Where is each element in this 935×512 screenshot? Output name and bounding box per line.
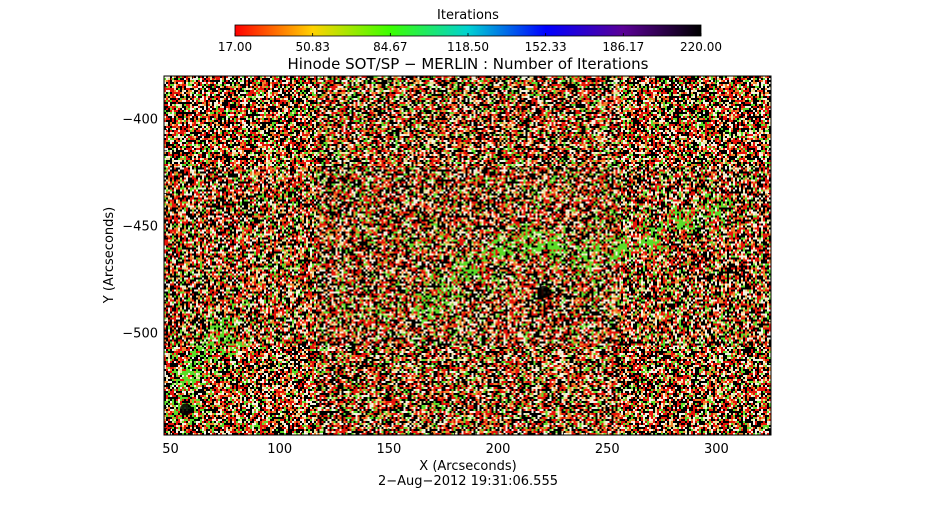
y-tick-label: −450	[122, 220, 158, 235]
heatmap-features	[179, 285, 550, 416]
heatmap-image	[164, 76, 771, 435]
timestamp: 2−Aug−2012 19:31:06.555	[378, 474, 558, 489]
x-axis-ticks	[170, 76, 761, 435]
x-tick-label: 50	[162, 442, 179, 457]
x-axis-label: X (Arcseconds)	[419, 459, 516, 474]
colorbar-ticks	[234, 33, 702, 36]
colorbar-tick-label: 152.33	[525, 40, 567, 54]
colorbar-tick-label: 17.00	[218, 40, 252, 54]
y-tick-label: −400	[122, 113, 158, 128]
dark-spot-marker	[179, 403, 192, 416]
y-tick-label: −500	[122, 326, 158, 341]
x-tick-label: 150	[376, 442, 401, 457]
colorbar-label: Iterations	[437, 8, 499, 23]
y-axis-tick-labels: −400 −450 −500	[122, 113, 158, 342]
colorbar-tick-label: 220.00	[680, 40, 722, 54]
x-tick-label: 250	[595, 442, 620, 457]
x-tick-label: 300	[704, 442, 729, 457]
y-axis-label: Y (Arcseconds)	[102, 207, 117, 304]
x-axis-tick-labels: 50 100 150 200 250 300	[162, 442, 729, 457]
colorbar-tick-labels: 17.00 50.83 84.67 118.50 152.33 186.17 220.00	[218, 40, 722, 54]
colorbar-tick-label: 186.17	[602, 40, 644, 54]
plot-frame	[163, 75, 772, 436]
colorbar-tick-label: 118.50	[447, 40, 489, 54]
dark-spot-marker	[537, 285, 550, 298]
y-axis-ticks	[164, 86, 771, 429]
chart-title: Hinode SOT/SP − MERLIN : Number of Itera…	[288, 55, 649, 73]
x-tick-label: 200	[486, 442, 511, 457]
colorbar-tick-label: 50.83	[295, 40, 329, 54]
x-tick-label: 100	[267, 442, 292, 457]
colorbar-tick-label: 84.67	[373, 40, 407, 54]
